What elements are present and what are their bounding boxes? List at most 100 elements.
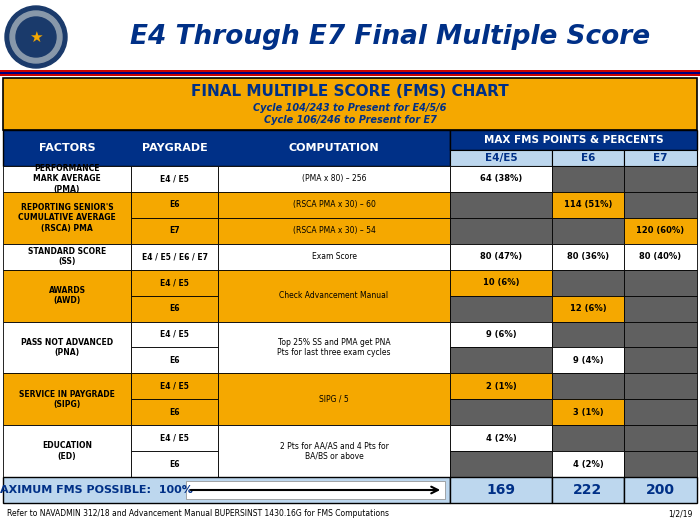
Text: E4 Through E7 Final Multiple Score: E4 Through E7 Final Multiple Score bbox=[130, 24, 650, 50]
Text: E4 / E5: E4 / E5 bbox=[160, 434, 189, 443]
Text: 12 (6%): 12 (6%) bbox=[570, 304, 606, 313]
Bar bbox=[3, 477, 450, 503]
Text: E6: E6 bbox=[169, 304, 180, 313]
Text: PASS NOT ADVANCED
(PNA): PASS NOT ADVANCED (PNA) bbox=[21, 338, 113, 357]
Text: E6: E6 bbox=[169, 356, 180, 365]
Bar bbox=[450, 399, 552, 425]
Bar bbox=[3, 130, 450, 166]
Text: COMPUTATION: COMPUTATION bbox=[288, 143, 379, 153]
Text: Exam Score: Exam Score bbox=[312, 252, 356, 261]
Bar bbox=[131, 244, 218, 270]
Bar bbox=[624, 373, 697, 399]
Bar bbox=[131, 348, 218, 373]
Bar bbox=[450, 451, 552, 477]
Text: 169: 169 bbox=[486, 483, 515, 497]
Bar bbox=[624, 270, 697, 296]
Text: Top 25% SS and PMA get PNA
Pts for last three exam cycles: Top 25% SS and PMA get PNA Pts for last … bbox=[277, 338, 391, 357]
Text: E6: E6 bbox=[169, 201, 180, 209]
Text: PERFORMANCE
MARK AVERAGE
(PMA): PERFORMANCE MARK AVERAGE (PMA) bbox=[33, 164, 101, 194]
Text: E6: E6 bbox=[169, 408, 180, 417]
Bar bbox=[218, 425, 450, 477]
Bar bbox=[552, 218, 624, 244]
Bar bbox=[624, 150, 697, 166]
Text: 10 (6%): 10 (6%) bbox=[483, 278, 519, 287]
Bar bbox=[218, 218, 450, 244]
Text: 3 (1%): 3 (1%) bbox=[573, 408, 603, 417]
Bar bbox=[131, 218, 218, 244]
Text: 80 (47%): 80 (47%) bbox=[480, 252, 522, 261]
Text: E4 / E5: E4 / E5 bbox=[160, 330, 189, 339]
Bar bbox=[624, 321, 697, 348]
Text: E6: E6 bbox=[169, 459, 180, 468]
Bar bbox=[218, 244, 450, 270]
Text: E4 / E5: E4 / E5 bbox=[160, 174, 189, 183]
Text: ★: ★ bbox=[29, 29, 43, 45]
Text: 2 (1%): 2 (1%) bbox=[486, 382, 517, 391]
Text: PAYGRADE: PAYGRADE bbox=[141, 143, 207, 153]
Bar bbox=[552, 244, 624, 270]
Bar bbox=[552, 321, 624, 348]
Bar bbox=[218, 373, 450, 425]
Bar bbox=[3, 244, 131, 270]
Text: 114 (51%): 114 (51%) bbox=[564, 201, 612, 209]
Bar bbox=[131, 399, 218, 425]
Bar bbox=[552, 192, 624, 218]
Bar bbox=[450, 218, 552, 244]
Bar bbox=[450, 166, 552, 192]
Bar bbox=[218, 270, 450, 321]
Text: Cycle 104/243 to Present for E4/5/6: Cycle 104/243 to Present for E4/5/6 bbox=[253, 103, 447, 113]
Bar bbox=[450, 244, 552, 270]
Bar bbox=[3, 166, 131, 192]
Text: 80 (36%): 80 (36%) bbox=[567, 252, 609, 261]
Bar bbox=[450, 425, 552, 451]
Bar bbox=[131, 192, 218, 218]
Text: Check Advancement Manual: Check Advancement Manual bbox=[279, 291, 388, 300]
Bar bbox=[131, 296, 218, 321]
Bar bbox=[450, 270, 552, 296]
Text: E4 / E5: E4 / E5 bbox=[160, 278, 189, 287]
Bar bbox=[450, 348, 552, 373]
Bar bbox=[186, 481, 445, 499]
Bar bbox=[624, 296, 697, 321]
Text: AWARDS
(AWD): AWARDS (AWD) bbox=[48, 286, 85, 305]
Bar bbox=[0, 72, 700, 74]
Bar bbox=[131, 373, 218, 399]
Bar bbox=[131, 451, 218, 477]
Text: 64 (38%): 64 (38%) bbox=[480, 174, 522, 183]
Text: E7: E7 bbox=[653, 153, 668, 163]
Bar bbox=[3, 192, 131, 244]
Bar bbox=[218, 321, 450, 373]
Text: (PMA x 80) – 256: (PMA x 80) – 256 bbox=[302, 174, 366, 183]
Text: FACTORS: FACTORS bbox=[38, 143, 95, 153]
Bar bbox=[450, 192, 552, 218]
Text: Cycle 106/246 to Present for E7: Cycle 106/246 to Present for E7 bbox=[264, 115, 436, 125]
Bar bbox=[552, 270, 624, 296]
Bar bbox=[218, 192, 450, 218]
Bar bbox=[552, 425, 624, 451]
Bar bbox=[552, 296, 624, 321]
Text: REPORTING SENIOR'S
CUMULATIVE AVERAGE
(RSCA) PMA: REPORTING SENIOR'S CUMULATIVE AVERAGE (R… bbox=[18, 203, 116, 233]
Bar bbox=[552, 399, 624, 425]
Circle shape bbox=[10, 11, 62, 63]
Bar bbox=[218, 166, 450, 192]
Bar bbox=[131, 270, 218, 296]
Text: MAXIMUM FMS POSSIBLE:  100%: MAXIMUM FMS POSSIBLE: 100% bbox=[0, 485, 193, 495]
Bar bbox=[450, 321, 552, 348]
Bar bbox=[624, 477, 697, 503]
Bar bbox=[131, 166, 218, 192]
Bar bbox=[131, 425, 218, 451]
Text: E4 / E5 / E6 / E7: E4 / E5 / E6 / E7 bbox=[141, 252, 207, 261]
Bar bbox=[3, 270, 131, 321]
Bar bbox=[624, 166, 697, 192]
Text: 200: 200 bbox=[646, 483, 675, 497]
Text: 2 Pts for AA/AS and 4 Pts for
BA/BS or above: 2 Pts for AA/AS and 4 Pts for BA/BS or a… bbox=[279, 442, 388, 461]
Circle shape bbox=[16, 17, 56, 57]
Text: Refer to NAVADMIN 312/18 and Advancement Manual BUPERSINST 1430.16G for FMS Comp: Refer to NAVADMIN 312/18 and Advancement… bbox=[7, 509, 389, 519]
Text: E4 / E5: E4 / E5 bbox=[160, 382, 189, 391]
Bar bbox=[552, 373, 624, 399]
Text: (RSCA PMA x 30) – 54: (RSCA PMA x 30) – 54 bbox=[293, 226, 375, 235]
Text: 4 (2%): 4 (2%) bbox=[573, 459, 603, 468]
Bar bbox=[552, 477, 624, 503]
Text: SIPG / 5: SIPG / 5 bbox=[319, 395, 349, 404]
Bar bbox=[552, 451, 624, 477]
